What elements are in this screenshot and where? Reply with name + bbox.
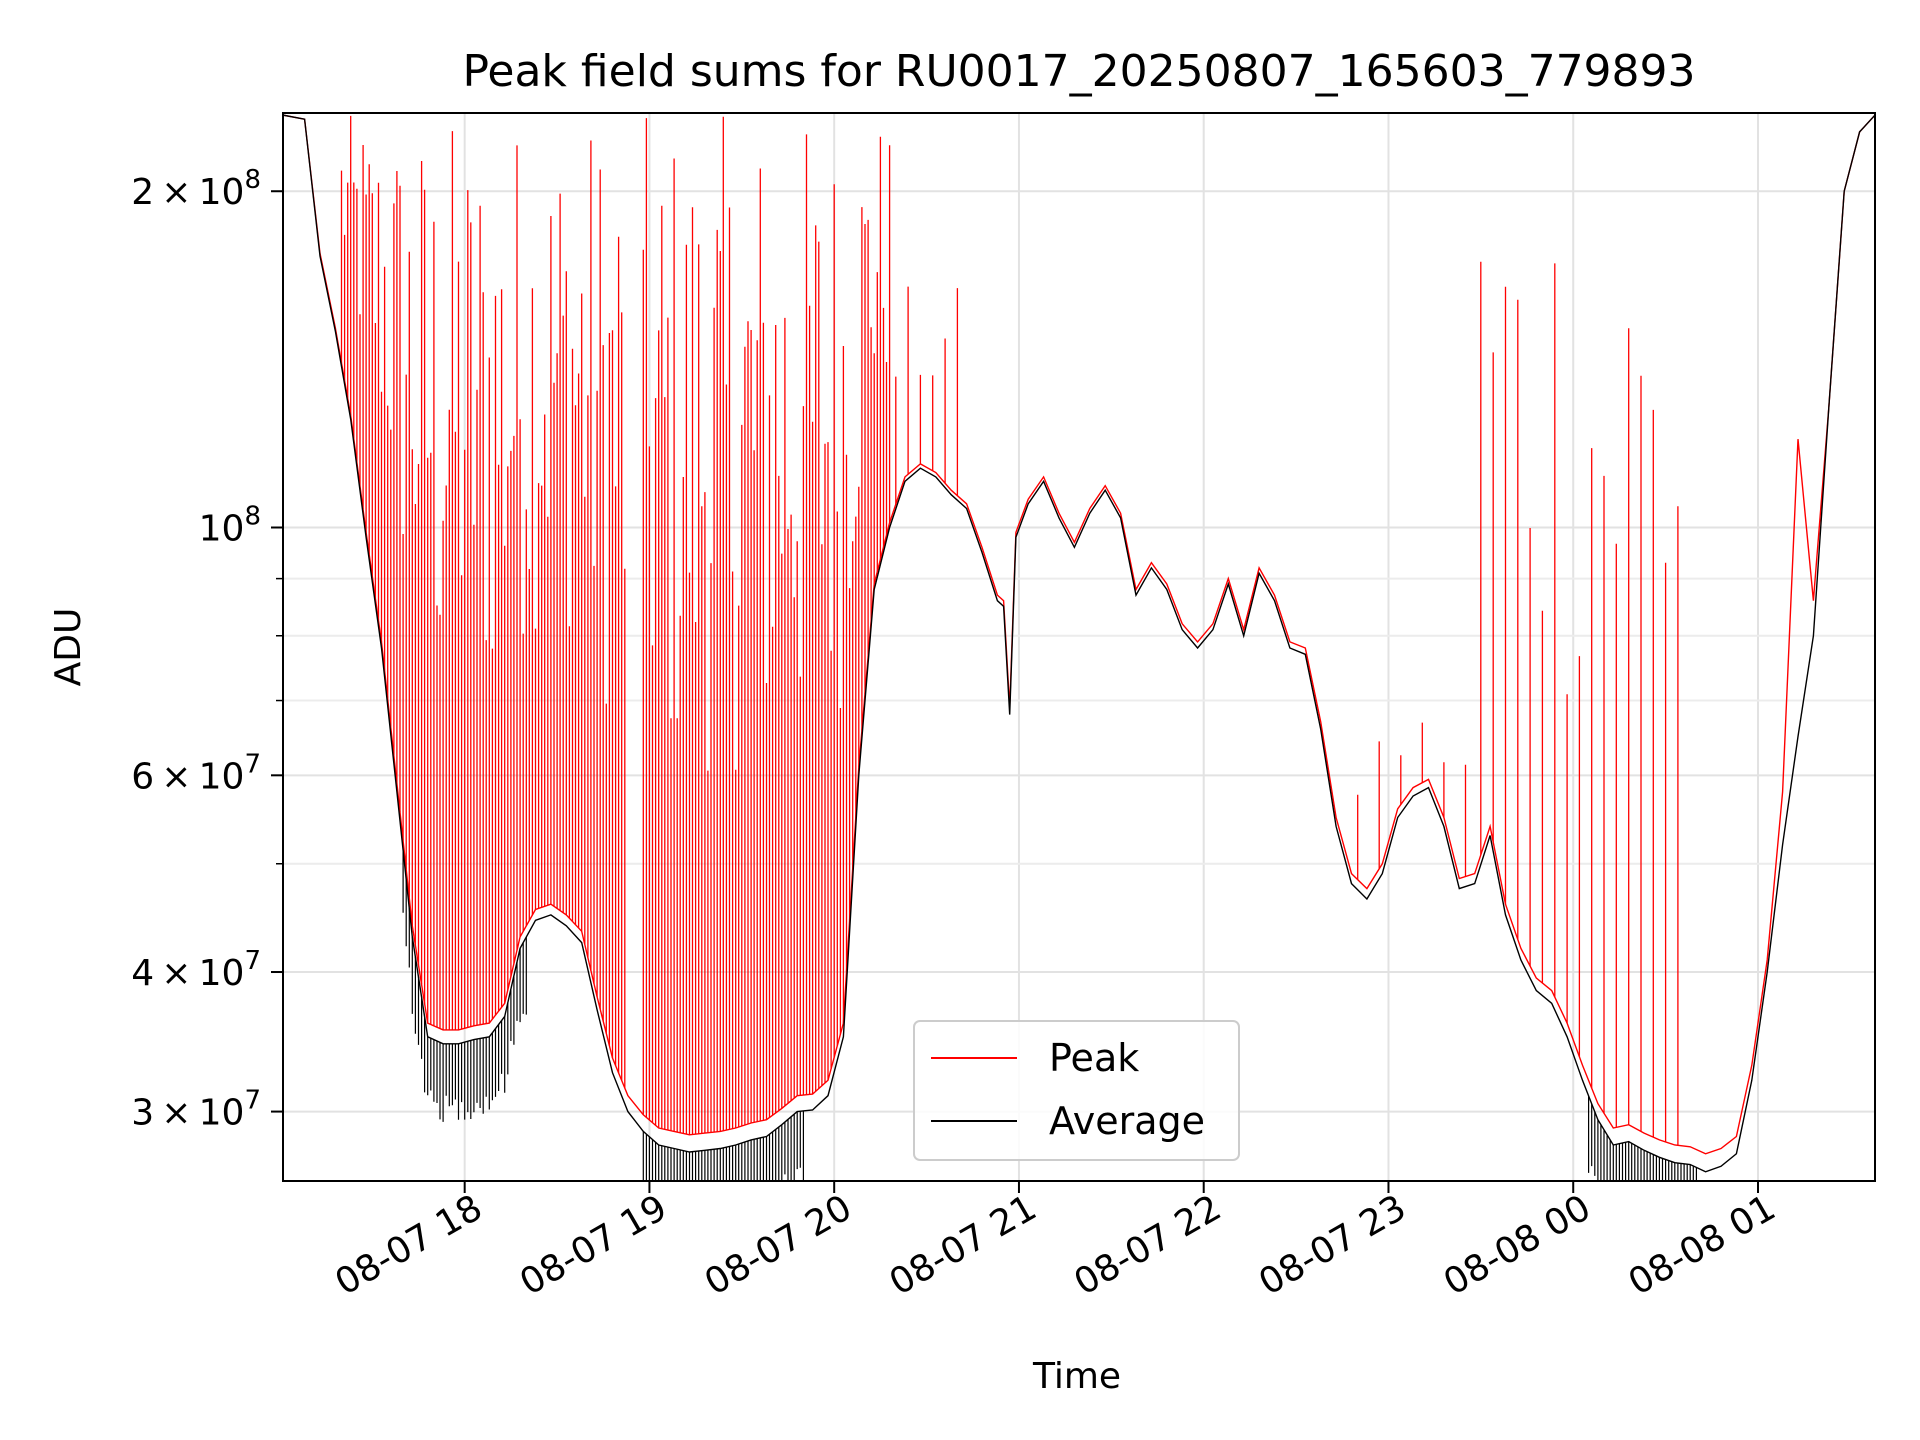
y-axis-label: ADU: [48, 608, 89, 687]
peak-series-layer: [283, 114, 1875, 1155]
y-tick-label: 4 × 107: [131, 946, 261, 994]
legend-peak-label: Peak: [1049, 1036, 1139, 1080]
plot-area: [283, 114, 1875, 1181]
peak-spikes: [1357, 722, 1467, 880]
average-noise: [1588, 1096, 1697, 1181]
average-series-layer: [283, 114, 1875, 1181]
plot-frame: [282, 112, 1876, 1182]
y-axis: 3 × 107 4 × 107 6 × 107 108 2 × 108: [131, 165, 283, 1134]
average-noise: [642, 1110, 804, 1181]
legend-average-label: Average: [1049, 1099, 1205, 1143]
legend: Peak Average: [913, 1020, 1240, 1161]
peak-spikes: [1480, 261, 1679, 1146]
x-axis-label: Time: [1032, 1356, 1121, 1397]
legend-box: [913, 1020, 1240, 1161]
peak-spikes: [895, 286, 959, 505]
y-tick-label: 108: [199, 501, 261, 549]
peak-spikes: [340, 115, 626, 1089]
y-tick-label: 3 × 107: [131, 1086, 261, 1134]
average-noise: [402, 849, 527, 1122]
y-tick-label: 2 × 108: [131, 165, 261, 213]
y-tick-label: 6 × 107: [131, 749, 261, 797]
peak-spikes: [642, 116, 891, 1135]
peak-series-line: [283, 114, 1875, 1155]
average-series-line: [283, 114, 1875, 1173]
chart-title: Peak field sums for RU0017_20250807_1656…: [462, 46, 1695, 97]
